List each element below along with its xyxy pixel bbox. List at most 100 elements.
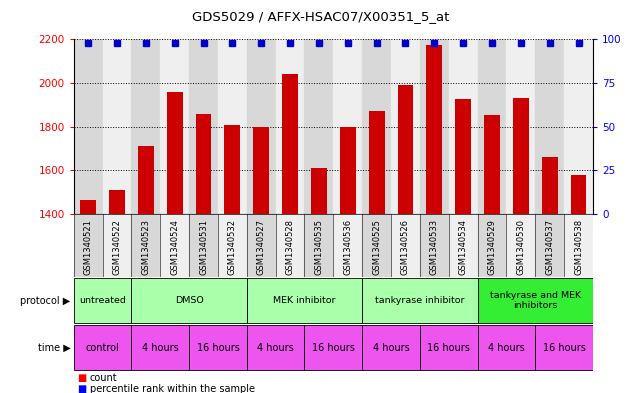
Text: GSM1340534: GSM1340534 — [458, 219, 468, 275]
Text: ■: ■ — [77, 384, 86, 393]
Bar — [304, 325, 362, 371]
Bar — [535, 214, 564, 277]
Text: 16 hours: 16 hours — [312, 343, 354, 353]
Bar — [247, 278, 362, 323]
Bar — [333, 214, 362, 277]
Text: GSM1340532: GSM1340532 — [228, 219, 237, 275]
Text: 4 hours: 4 hours — [142, 343, 179, 353]
Text: GSM1340536: GSM1340536 — [343, 219, 353, 275]
Text: GSM1340525: GSM1340525 — [372, 219, 381, 275]
Bar — [449, 214, 478, 277]
Bar — [131, 278, 247, 323]
Text: GSM1340531: GSM1340531 — [199, 219, 208, 275]
Bar — [369, 112, 385, 393]
Text: GSM1340535: GSM1340535 — [314, 219, 324, 275]
Bar — [253, 127, 269, 393]
Bar — [304, 214, 333, 277]
Bar — [247, 39, 276, 214]
Bar — [74, 39, 103, 214]
Text: count: count — [90, 373, 117, 383]
Bar — [506, 39, 535, 214]
Text: time ▶: time ▶ — [38, 343, 71, 353]
Bar — [224, 125, 240, 393]
Text: GSM1340522: GSM1340522 — [112, 219, 122, 275]
Text: 16 hours: 16 hours — [543, 343, 585, 353]
Bar — [218, 39, 247, 214]
Text: GSM1340523: GSM1340523 — [141, 219, 151, 275]
Bar — [391, 39, 420, 214]
Bar — [131, 325, 189, 371]
Text: GSM1340524: GSM1340524 — [170, 219, 179, 275]
Text: GSM1340521: GSM1340521 — [83, 219, 93, 275]
Bar — [189, 39, 218, 214]
Bar — [276, 39, 304, 214]
Bar — [362, 214, 391, 277]
Bar — [542, 157, 558, 393]
Bar — [196, 114, 212, 393]
Bar — [109, 190, 125, 393]
Text: 4 hours: 4 hours — [372, 343, 410, 353]
Bar — [397, 85, 413, 393]
Bar — [131, 39, 160, 214]
Bar — [340, 127, 356, 393]
Text: untreated: untreated — [79, 296, 126, 305]
Text: 4 hours: 4 hours — [488, 343, 525, 353]
Bar — [103, 214, 131, 277]
Text: 4 hours: 4 hours — [257, 343, 294, 353]
Text: GSM1340530: GSM1340530 — [516, 219, 526, 275]
Text: MEK inhibitor: MEK inhibitor — [273, 296, 336, 305]
Text: protocol ▶: protocol ▶ — [21, 296, 71, 306]
Bar — [513, 98, 529, 393]
Bar — [160, 39, 189, 214]
Bar — [564, 39, 593, 214]
Bar — [131, 214, 160, 277]
Text: 16 hours: 16 hours — [428, 343, 470, 353]
Bar — [478, 325, 535, 371]
Text: GSM1340528: GSM1340528 — [285, 219, 295, 275]
Text: DMSO: DMSO — [175, 296, 203, 305]
Text: ■: ■ — [77, 373, 86, 383]
Bar — [535, 39, 564, 214]
Bar — [420, 214, 449, 277]
Bar — [506, 214, 535, 277]
Bar — [189, 214, 218, 277]
Text: control: control — [86, 343, 119, 353]
Bar — [362, 278, 478, 323]
Bar — [276, 214, 304, 277]
Bar — [391, 214, 420, 277]
Text: tankyrase inhibitor: tankyrase inhibitor — [375, 296, 465, 305]
Bar — [478, 39, 506, 214]
Bar — [282, 74, 298, 393]
Bar — [420, 39, 449, 214]
Bar — [311, 168, 327, 393]
Text: GSM1340533: GSM1340533 — [429, 219, 439, 275]
Bar — [362, 39, 391, 214]
Bar — [74, 214, 103, 277]
Text: GSM1340527: GSM1340527 — [256, 219, 266, 275]
Bar — [218, 214, 247, 277]
Bar — [167, 92, 183, 393]
Bar — [570, 175, 587, 393]
Bar — [80, 200, 96, 393]
Bar — [426, 45, 442, 393]
Text: GSM1340537: GSM1340537 — [545, 219, 554, 275]
Text: GSM1340538: GSM1340538 — [574, 219, 583, 275]
Text: tankyrase and MEK
inhibitors: tankyrase and MEK inhibitors — [490, 291, 581, 310]
Bar — [362, 325, 420, 371]
Bar — [449, 39, 478, 214]
Bar — [74, 278, 131, 323]
Bar — [138, 147, 154, 393]
Bar — [247, 325, 304, 371]
Bar — [455, 99, 471, 393]
Bar — [189, 325, 247, 371]
Bar — [304, 39, 333, 214]
Text: GSM1340529: GSM1340529 — [487, 219, 497, 275]
Bar — [535, 325, 593, 371]
Text: percentile rank within the sample: percentile rank within the sample — [90, 384, 254, 393]
Text: GDS5029 / AFFX-HSAC07/X00351_5_at: GDS5029 / AFFX-HSAC07/X00351_5_at — [192, 10, 449, 23]
Text: GSM1340526: GSM1340526 — [401, 219, 410, 275]
Bar — [247, 214, 276, 277]
Bar — [478, 214, 506, 277]
Bar — [160, 214, 189, 277]
Bar — [478, 278, 593, 323]
